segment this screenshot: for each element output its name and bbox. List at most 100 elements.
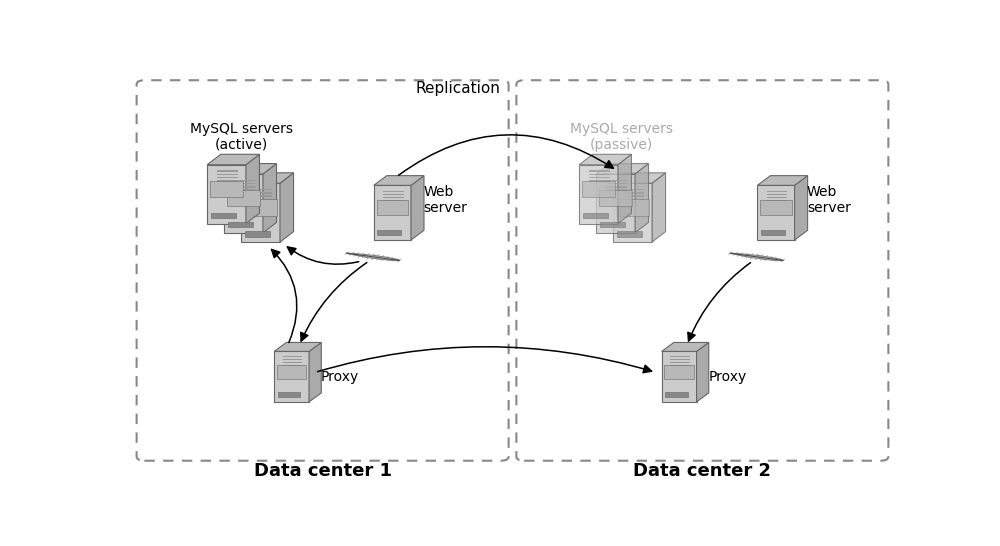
Bar [606,189,627,191]
Bar [767,199,787,201]
Bar [251,192,272,193]
Polygon shape [596,164,649,174]
Bar [606,183,627,185]
Bar [767,197,787,198]
Bar [283,359,302,360]
FancyBboxPatch shape [245,231,270,236]
Bar [623,195,644,197]
Bar [217,170,238,172]
Polygon shape [374,176,424,185]
Bar [767,193,787,195]
Bar [664,365,694,379]
FancyBboxPatch shape [600,222,625,227]
FancyBboxPatch shape [241,183,280,242]
Bar [383,197,404,198]
Bar [589,177,610,179]
Bar [623,189,644,191]
FancyBboxPatch shape [278,393,300,397]
Bar [606,180,627,181]
Polygon shape [579,155,631,165]
Polygon shape [274,342,321,352]
Bar [623,192,644,193]
Bar [251,195,272,197]
Bar [670,359,690,360]
Text: Proxy: Proxy [321,370,359,384]
Bar [599,190,632,206]
Bar [760,200,792,216]
Bar [210,181,243,197]
Bar [234,186,255,187]
FancyBboxPatch shape [613,183,652,242]
Bar [283,365,302,366]
Bar [234,189,255,191]
Bar [244,199,277,216]
FancyBboxPatch shape [757,185,795,240]
FancyBboxPatch shape [207,165,246,224]
Bar [616,199,649,216]
Bar [217,174,238,175]
Polygon shape [346,253,400,261]
Bar [277,365,306,379]
FancyBboxPatch shape [274,352,309,402]
Polygon shape [309,342,321,402]
FancyBboxPatch shape [596,174,635,233]
FancyBboxPatch shape [617,231,642,236]
Polygon shape [207,155,259,165]
FancyBboxPatch shape [377,230,401,235]
Polygon shape [241,173,294,183]
Bar [377,200,408,216]
Bar [582,181,615,197]
Polygon shape [224,164,277,174]
Bar [234,180,255,181]
FancyBboxPatch shape [228,222,253,227]
Bar [670,356,690,358]
Bar [383,199,404,201]
Bar [383,193,404,195]
Polygon shape [613,173,666,183]
FancyBboxPatch shape [665,393,688,397]
FancyBboxPatch shape [583,212,608,218]
FancyBboxPatch shape [137,80,509,461]
Bar [234,183,255,185]
Polygon shape [263,164,277,233]
Text: Data center 1: Data center 1 [254,462,392,480]
Bar [251,189,272,191]
Bar [589,170,610,172]
FancyBboxPatch shape [516,80,888,461]
Bar [227,190,260,206]
Text: MySQL servers
(active): MySQL servers (active) [190,122,293,152]
FancyBboxPatch shape [579,165,618,224]
Polygon shape [280,173,294,242]
Text: Data center 2: Data center 2 [633,462,771,480]
Polygon shape [730,253,783,261]
Bar [383,191,404,192]
Text: Web
server: Web server [423,185,467,215]
FancyBboxPatch shape [662,352,697,402]
Text: Proxy: Proxy [709,370,747,384]
Polygon shape [795,176,808,240]
FancyBboxPatch shape [224,174,263,233]
FancyBboxPatch shape [761,230,785,235]
Polygon shape [697,342,709,402]
Polygon shape [246,155,259,224]
Text: MySQL servers
(passive): MySQL servers (passive) [570,122,672,152]
Bar [767,191,787,192]
Polygon shape [757,176,808,185]
FancyBboxPatch shape [374,185,411,240]
Bar [283,362,302,363]
Polygon shape [662,342,709,352]
Bar [670,362,690,363]
Bar [589,180,610,181]
Polygon shape [635,164,649,233]
Bar [623,199,644,200]
Text: Web
server: Web server [807,185,851,215]
Bar [251,199,272,200]
Bar [283,356,302,358]
Polygon shape [652,173,666,242]
Bar [217,180,238,181]
Polygon shape [618,155,631,224]
Text: Replication: Replication [416,81,501,96]
Bar [217,177,238,179]
Bar [670,365,690,366]
Bar [589,174,610,175]
